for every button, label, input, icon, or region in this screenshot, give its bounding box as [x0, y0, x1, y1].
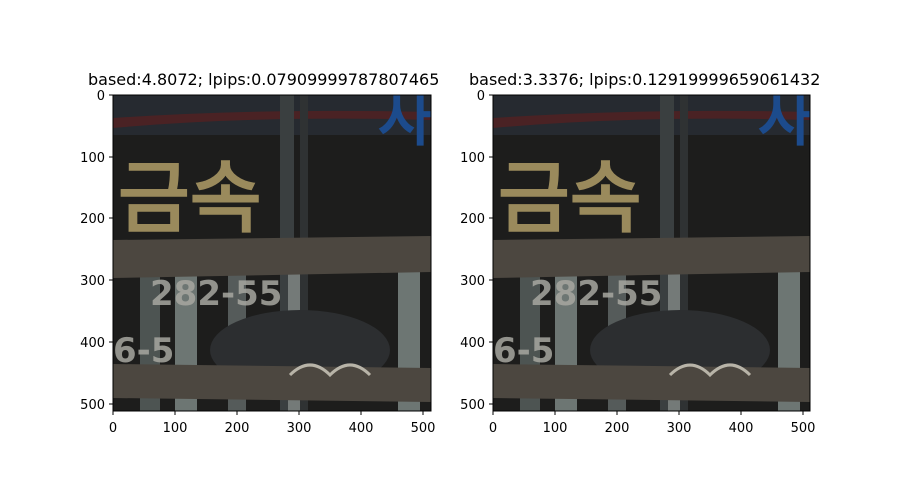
left-image-content: 사 금속 282-55 6-5 [113, 85, 433, 411]
right-y-tick-label: 400 [460, 336, 485, 351]
right-image-content: 사 금속 282-55 6-5 [493, 85, 813, 411]
right-number-row1: 282-55 [530, 274, 662, 314]
right-y-tick-label: 100 [460, 151, 485, 166]
right-blue-glyph: 사 [758, 85, 813, 155]
left-x-tick-label: 300 [287, 421, 312, 436]
left-y-tick-label: 300 [80, 274, 105, 289]
right-x-tick-label: 400 [729, 421, 754, 436]
right-x-ticks: 0 100 200 300 400 500 [489, 411, 816, 436]
left-x-tick-label: 100 [163, 421, 188, 436]
right-x-tick-label: 300 [667, 421, 692, 436]
left-y-ticks: 0 100 200 300 400 500 [80, 89, 113, 413]
left-x-tick-label: 0 [109, 421, 117, 436]
left-x-tick-label: 400 [349, 421, 374, 436]
left-x-tick-label: 500 [411, 421, 436, 436]
left-x-ticks: 0 100 200 300 400 500 [109, 411, 436, 436]
right-sign-word: 금속 [498, 154, 642, 244]
right-y-tick-label: 0 [477, 89, 485, 104]
left-y-tick-label: 400 [80, 336, 105, 351]
right-image-panel: based:3.3376; lpips:0.12919999659061432 … [450, 0, 900, 500]
right-y-tick-label: 500 [460, 398, 485, 413]
right-y-ticks: 0 100 200 300 400 500 [460, 89, 493, 413]
left-y-tick-label: 100 [80, 151, 105, 166]
left-y-tick-label: 200 [80, 212, 105, 227]
left-blue-glyph: 사 [378, 85, 433, 155]
right-y-tick-label: 200 [460, 212, 485, 227]
right-x-tick-label: 100 [543, 421, 568, 436]
left-panel-title: based:4.8072; lpips:0.07909999787807465 [88, 70, 440, 89]
right-y-tick-label: 300 [460, 274, 485, 289]
left-y-tick-label: 500 [80, 398, 105, 413]
left-number-row1: 282-55 [150, 274, 282, 314]
right-axes: 사 금속 282-55 6-5 0 100 200 300 40 [460, 85, 816, 436]
left-y-tick-label: 0 [97, 89, 105, 104]
right-x-tick-label: 200 [605, 421, 630, 436]
right-x-tick-label: 500 [791, 421, 816, 436]
left-image-panel: based:4.8072; lpips:0.07909999787807465 … [80, 70, 440, 436]
left-axes: 사 금속 282-55 6-5 0 100 200 300 40 [80, 85, 436, 436]
left-x-tick-label: 200 [225, 421, 250, 436]
left-sign-word: 금속 [118, 154, 262, 244]
right-x-tick-label: 0 [489, 421, 497, 436]
right-panel-title: based:3.3376; lpips:0.12919999659061432 [469, 70, 821, 89]
